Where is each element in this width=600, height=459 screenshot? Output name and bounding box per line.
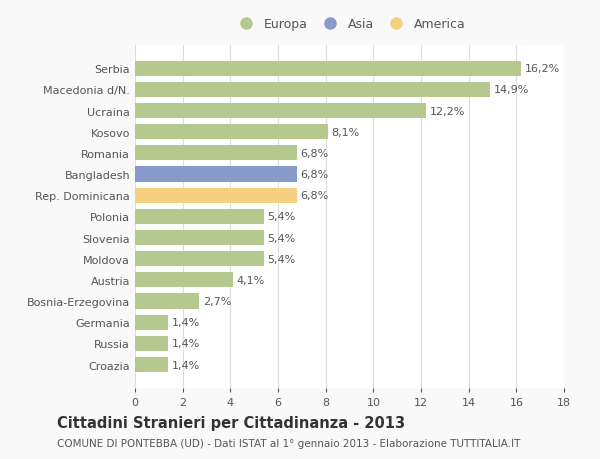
Text: Cittadini Stranieri per Cittadinanza - 2013: Cittadini Stranieri per Cittadinanza - 2… xyxy=(57,415,405,431)
Bar xyxy=(135,273,233,288)
Legend: Europa, Asia, America: Europa, Asia, America xyxy=(233,18,466,31)
Text: 16,2%: 16,2% xyxy=(524,64,560,74)
Bar xyxy=(135,252,264,267)
Text: 6,8%: 6,8% xyxy=(301,170,329,179)
Bar xyxy=(135,188,297,203)
Bar xyxy=(135,125,328,140)
Text: 8,1%: 8,1% xyxy=(332,128,360,137)
Text: 1,4%: 1,4% xyxy=(172,360,200,369)
Text: 1,4%: 1,4% xyxy=(172,318,200,327)
Bar xyxy=(135,83,490,98)
Text: 5,4%: 5,4% xyxy=(267,254,296,264)
Text: COMUNE DI PONTEBBA (UD) - Dati ISTAT al 1° gennaio 2013 - Elaborazione TUTTITALI: COMUNE DI PONTEBBA (UD) - Dati ISTAT al … xyxy=(57,438,520,448)
Text: 5,4%: 5,4% xyxy=(267,212,296,222)
Bar xyxy=(135,104,426,119)
Bar xyxy=(135,230,264,246)
Bar xyxy=(135,294,199,309)
Text: 4,1%: 4,1% xyxy=(236,275,265,285)
Bar xyxy=(135,336,169,351)
Bar xyxy=(135,167,297,182)
Text: 12,2%: 12,2% xyxy=(430,106,465,116)
Bar xyxy=(135,357,169,372)
Text: 1,4%: 1,4% xyxy=(172,339,200,348)
Bar xyxy=(135,209,264,224)
Bar xyxy=(135,315,169,330)
Text: 5,4%: 5,4% xyxy=(267,233,296,243)
Text: 6,8%: 6,8% xyxy=(301,191,329,201)
Bar xyxy=(135,62,521,77)
Text: 14,9%: 14,9% xyxy=(494,85,529,95)
Text: 6,8%: 6,8% xyxy=(301,149,329,158)
Text: 2,7%: 2,7% xyxy=(203,297,232,306)
Bar xyxy=(135,146,297,161)
